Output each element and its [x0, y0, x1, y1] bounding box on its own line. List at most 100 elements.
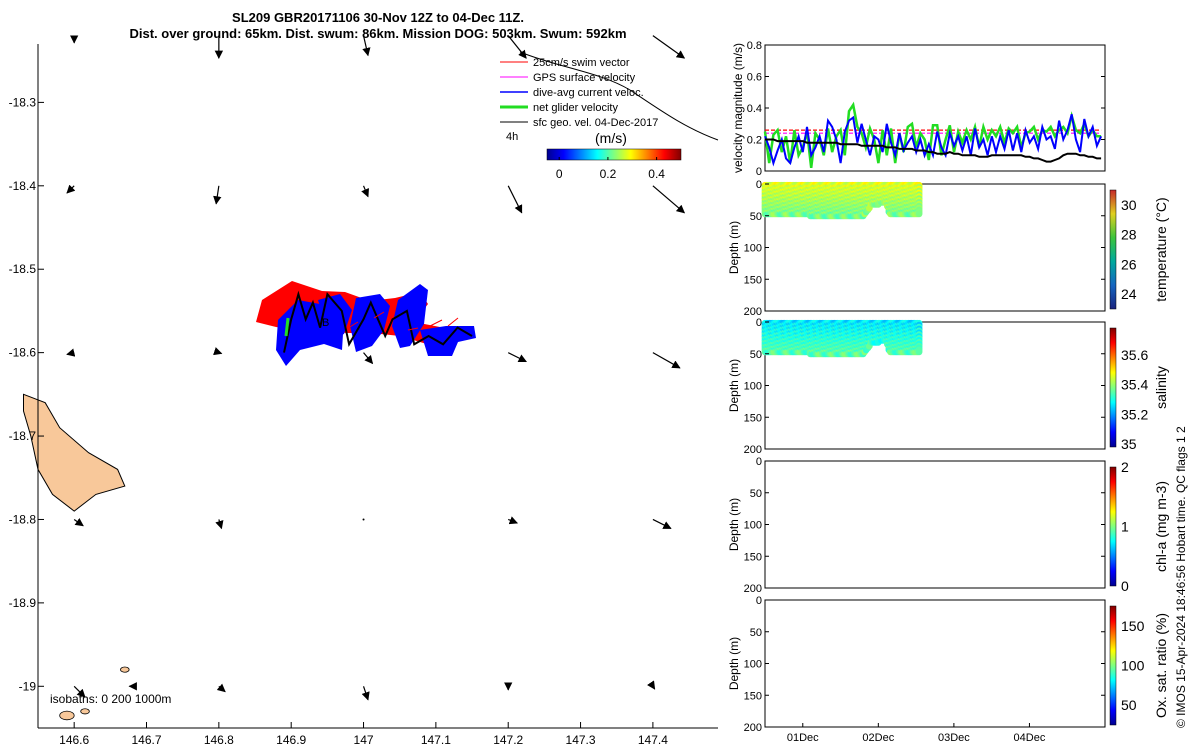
y-tick-label: 50	[750, 211, 762, 223]
lon-tick-label: 146.6	[59, 733, 89, 747]
lon-tick-label: 147.3	[566, 733, 596, 747]
y-tick-label: 0.6	[747, 72, 762, 84]
colorbar-tick-label: 35.4	[1121, 377, 1148, 393]
legend-label: 25cm/s swim vector	[533, 57, 630, 69]
colorbar-tick-label: 1	[1121, 519, 1129, 535]
profile-scatter	[761, 181, 923, 220]
geo-velocity-arrow	[213, 347, 223, 356]
legend-label: dive-avg current veloc.	[533, 87, 644, 99]
panel-axes	[764, 599, 1106, 728]
colorbar	[1109, 605, 1117, 726]
y-axis-label: Depth (m)	[727, 359, 741, 412]
legend-item-gps-velocity: GPS surface velocity	[500, 72, 636, 84]
y-tick-label: 100	[744, 659, 762, 671]
lon-tick-label: 147.4	[638, 733, 668, 747]
profile-point	[915, 348, 923, 356]
geo-velocity-arrow	[361, 185, 370, 198]
geo-velocity-arrow	[507, 516, 518, 525]
small-island	[80, 708, 90, 715]
legend-item-dive-avg: dive-avg current veloc.	[500, 87, 644, 99]
y-axis-label: Depth (m)	[727, 221, 741, 274]
colorbar-tick-label: 35.2	[1121, 406, 1148, 422]
geo-velocity-arrow	[362, 35, 371, 57]
glider-track-layer: B	[256, 281, 476, 366]
lat-tick-label: -18.7	[9, 429, 37, 443]
map-lon-ticks: 146.6 146.7 146.8 146.9 147 147.1 147.2 147.3 14…	[59, 722, 668, 747]
y-tick-label: 200	[744, 583, 762, 595]
geo-velocity-arrow	[73, 685, 86, 698]
y-tick-label: 0	[756, 595, 762, 607]
swim-vectors	[347, 311, 459, 331]
geo-velocity-arrow	[66, 348, 76, 357]
velocity-series-line	[765, 138, 1102, 163]
legend-label: net glider velocity	[533, 102, 618, 114]
colorbar-tick-label: 30	[1121, 197, 1137, 213]
x-tick-label: 02Dec	[862, 732, 894, 744]
colorbar-tick-label: 24	[1121, 286, 1137, 302]
colorbar-tick-label: 28	[1121, 227, 1137, 243]
y-tick-label: 50	[750, 627, 762, 639]
colorbar-tick-label: 150	[1121, 618, 1145, 634]
y-tick-label: 100	[744, 381, 762, 393]
glider-swath-blue	[392, 284, 428, 348]
geo-velocity-arrow	[213, 185, 222, 205]
panel-1: 0 50 100 150 200 Depth (m) 24 26 28 30 temperature…	[727, 179, 1169, 318]
panel-4: 0 50 100 150 200 Depth (m) 50 100 150 Ox. sat. ra…	[727, 595, 1169, 744]
glider-track-line	[283, 290, 473, 353]
geo-velocity-arrow	[216, 683, 226, 693]
colorbar	[1109, 327, 1117, 448]
y-axis-label: Depth (m)	[727, 637, 741, 690]
isobaths-label: isobaths: 0 200 1000m	[50, 692, 171, 706]
geo-velocity-arrow	[73, 517, 84, 527]
y-tick-label: 200	[744, 722, 762, 734]
marker-4h-label: 4h	[506, 131, 518, 143]
marker-b-label: B	[322, 317, 329, 329]
profile-point	[915, 210, 923, 218]
glider-swath-blue	[318, 294, 352, 340]
y-tick-label: 150	[744, 274, 762, 286]
x-tick-label: 04Dec	[1014, 732, 1046, 744]
map-panel: B 25cm/s swim vector GPS surface velocit…	[9, 35, 719, 747]
speed-cb-tick-label: 0.4	[648, 167, 665, 181]
lat-tick-label: -18.5	[9, 262, 37, 276]
geo-velocity-arrow	[652, 518, 672, 530]
lat-tick-label: -18.8	[9, 512, 37, 526]
y-tick-label: 0.4	[747, 103, 762, 115]
colorbar-tick-label: 35	[1121, 436, 1137, 452]
y-tick-label: 200	[744, 444, 762, 456]
legend-item-geo-velocity: sfc geo. vel. 04-Dec-2017	[500, 117, 658, 129]
y-axis-label: velocity magnitude (m/s)	[731, 43, 745, 173]
legend-label: sfc geo. vel. 04-Dec-2017	[533, 117, 658, 129]
colorbar-tick-label: 100	[1121, 658, 1145, 674]
velocity-series-line	[764, 114, 1103, 167]
y-tick-label: 200	[744, 306, 762, 318]
y-tick-label: 100	[744, 243, 762, 255]
lon-tick-label: 147.1	[421, 733, 451, 747]
legend-item-swim-vector: 25cm/s swim vector	[500, 57, 630, 69]
y-tick-label: 150	[744, 551, 762, 563]
y-tick-label: 0	[756, 456, 762, 468]
panel-2: 0 50 100 150 200 Depth (m) 35 35.2 35.4 35.6 salin…	[727, 317, 1169, 456]
colorbar-label: salinity	[1153, 366, 1169, 409]
lat-tick-label: -18.3	[9, 95, 37, 109]
panel-axes	[764, 460, 1106, 589]
y-tick-label: 0	[756, 179, 762, 191]
speed-cb-tick-label: 0.2	[600, 167, 617, 181]
geo-velocity-arrow	[66, 184, 76, 194]
colorbar-label: temperature (°C)	[1153, 197, 1169, 301]
geo-velocity-arrow	[647, 680, 656, 690]
lon-tick-label: 147.2	[493, 733, 523, 747]
glider-swath-blue	[350, 294, 390, 352]
trajectory-exit-line	[519, 51, 719, 141]
colorbar-label: chl-a (mg m-3)	[1153, 481, 1169, 572]
geo-velocity-arrow	[363, 352, 374, 365]
map-axes-frame	[38, 44, 718, 728]
geo-velocity-arrow	[215, 519, 224, 530]
y-tick-label: 0	[756, 317, 762, 329]
y-tick-label: 0.2	[747, 135, 762, 147]
geo-velocity-arrow	[652, 35, 686, 59]
legend-item-net-velocity: net glider velocity	[500, 102, 618, 114]
geo-velocity-arrow	[507, 352, 527, 363]
lat-tick-label: -18.4	[9, 179, 37, 193]
